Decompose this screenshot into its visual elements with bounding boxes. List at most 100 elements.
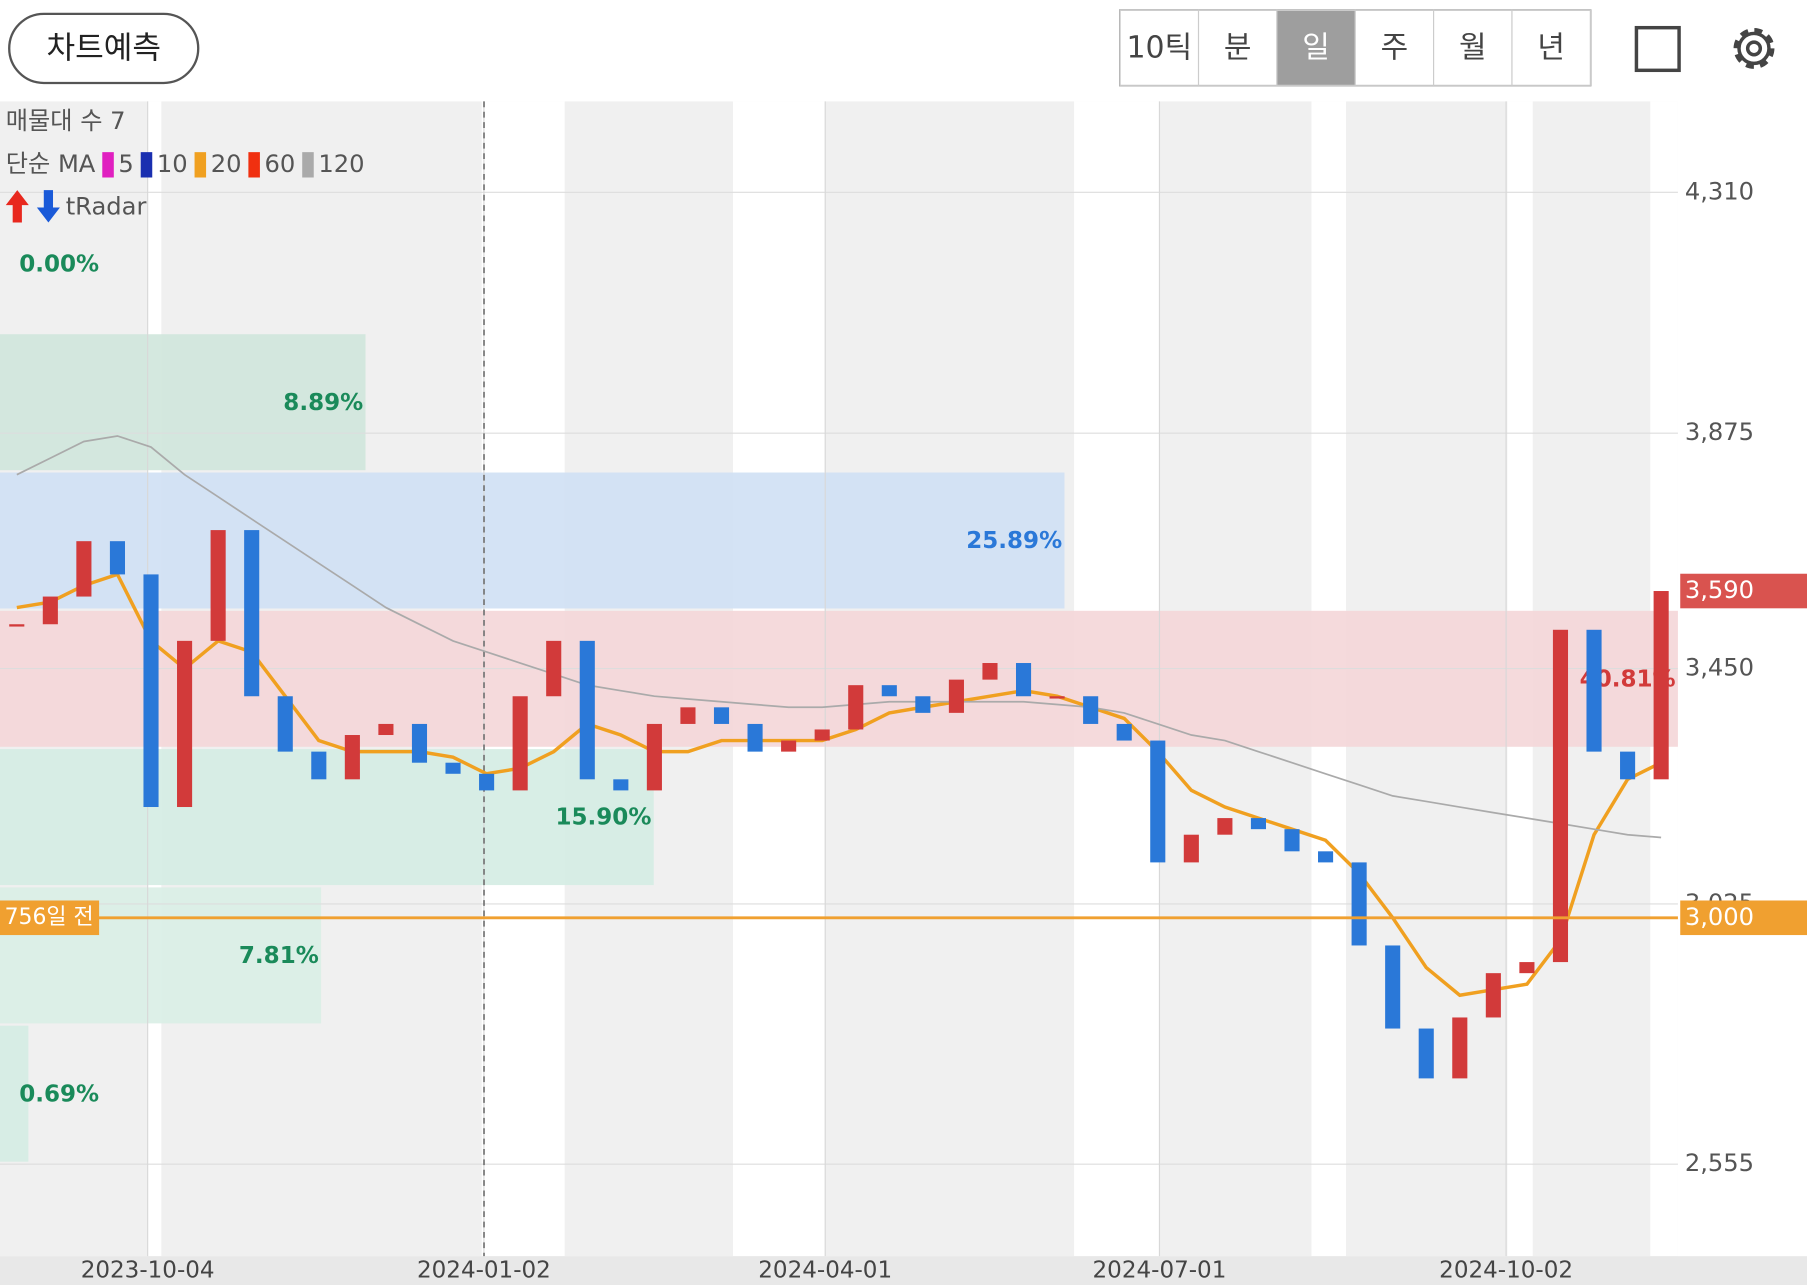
candle	[210, 530, 226, 641]
candle	[680, 707, 696, 724]
candle	[512, 696, 528, 791]
x-tick-label: 2024-07-01	[1093, 1258, 1227, 1284]
candle	[177, 640, 193, 808]
candle	[143, 574, 159, 808]
reference-price-label: 3,000	[1685, 903, 1754, 931]
period-tab[interactable]	[1119, 9, 1200, 86]
candle	[244, 530, 260, 697]
candle	[1418, 1028, 1434, 1079]
candle	[445, 762, 461, 774]
period-tab[interactable]	[1433, 9, 1513, 86]
volume-band-label: 7.81%	[239, 943, 319, 969]
ma-legend-swatch	[140, 152, 153, 178]
gear-teeth[interactable]	[1733, 27, 1775, 69]
candle	[881, 685, 897, 697]
gear-hole[interactable]	[1745, 40, 1763, 57]
candle	[1217, 818, 1233, 835]
period-tabs: 10틱 분 일 주 월 년	[1119, 9, 1592, 87]
volume-band-label: 15.90%	[555, 805, 651, 831]
candle	[814, 729, 830, 741]
x-tick-label: 2024-10-02	[1439, 1258, 1573, 1284]
candle	[579, 640, 595, 780]
candle	[344, 735, 360, 780]
ma-legend-swatch	[194, 152, 207, 178]
volume-band-label: 0.69%	[19, 1081, 99, 1107]
candle	[646, 723, 662, 791]
period-tab-label[interactable]: 주	[1381, 31, 1409, 66]
volume-profile-label: 매물대 수 7	[6, 107, 126, 135]
candle	[1519, 962, 1535, 974]
radar-up-arrow	[5, 190, 29, 223]
candle	[1552, 629, 1569, 963]
x-axis-strip	[0, 1256, 1807, 1285]
gear-body[interactable]	[1737, 31, 1771, 66]
radar-down-arrow	[36, 190, 60, 223]
ma-legend-label: 60	[265, 150, 296, 178]
period-tab[interactable]	[1276, 9, 1356, 86]
volume-band	[0, 749, 654, 886]
candle	[1015, 663, 1032, 697]
period-tab[interactable]	[1511, 9, 1591, 86]
candle	[747, 723, 763, 752]
candle	[1586, 629, 1602, 752]
ma-legend-swatch	[102, 152, 114, 178]
last-price-label: 3,590	[1685, 576, 1754, 604]
candle	[1284, 829, 1300, 852]
candle	[546, 640, 562, 697]
candle	[1150, 740, 1166, 863]
candle	[915, 696, 931, 713]
reference-days-label: 756일 전	[5, 905, 94, 930]
period-tab-label[interactable]: 월	[1459, 31, 1487, 66]
y-tick-label: 2,555	[1685, 1149, 1754, 1177]
candle	[1351, 862, 1367, 946]
x-tick-label: 2024-04-01	[758, 1258, 892, 1284]
x-tick-label: 2023-10-04	[81, 1258, 215, 1284]
period-tab-label[interactable]: 분	[1224, 31, 1252, 66]
last-price-box	[1680, 573, 1807, 609]
y-tick-label: 4,310	[1685, 177, 1754, 205]
ma-legend-label: 10	[157, 150, 188, 178]
volume-band	[0, 1025, 29, 1162]
period-tab-label[interactable]: 년	[1537, 31, 1565, 66]
candle	[1485, 973, 1501, 1018]
y-tick-label: 3,875	[1685, 418, 1754, 446]
predict-button[interactable]	[8, 12, 200, 85]
settings-icon[interactable]	[1733, 27, 1775, 69]
y-tick-label: 3,450	[1685, 654, 1754, 682]
volume-band	[0, 472, 1065, 609]
period-tab-label[interactable]: 10틱	[1127, 31, 1193, 66]
radar-label: tRadar	[66, 192, 147, 220]
candle	[411, 723, 428, 763]
fullscreen-icon[interactable]	[1634, 25, 1681, 73]
candle	[613, 779, 629, 791]
candle	[1049, 696, 1065, 699]
axis-panel	[1677, 101, 1807, 1257]
candle	[1318, 851, 1334, 863]
ma-line	[16, 435, 1662, 839]
period-tab-label[interactable]: 일	[1302, 31, 1330, 66]
volume-band-label: 0.00%	[19, 252, 99, 278]
period-tab[interactable]	[1197, 9, 1278, 86]
ma-legend-label: 5	[118, 150, 133, 178]
volume-band	[0, 334, 366, 471]
ma-legend-label: 20	[211, 150, 242, 178]
candle	[1083, 696, 1099, 724]
candle	[1620, 751, 1636, 780]
candle	[378, 723, 394, 736]
candle	[277, 696, 293, 752]
candle	[1452, 1017, 1468, 1079]
predict-button-label[interactable]: 차트예측	[46, 31, 160, 67]
chart-layer: 0.00%8.89%25.89%40.81%15.90%7.81%0.69%4,…	[0, 101, 1807, 1284]
ma-legend-swatch	[302, 152, 314, 178]
candle	[713, 707, 730, 724]
volume-band-label: 8.89%	[283, 390, 363, 416]
candle	[848, 685, 864, 730]
candle	[9, 624, 25, 627]
candle	[1385, 945, 1401, 1029]
candle	[479, 773, 495, 791]
candle	[311, 751, 327, 780]
volume-band-label: 25.89%	[966, 528, 1062, 554]
candle	[42, 596, 58, 625]
